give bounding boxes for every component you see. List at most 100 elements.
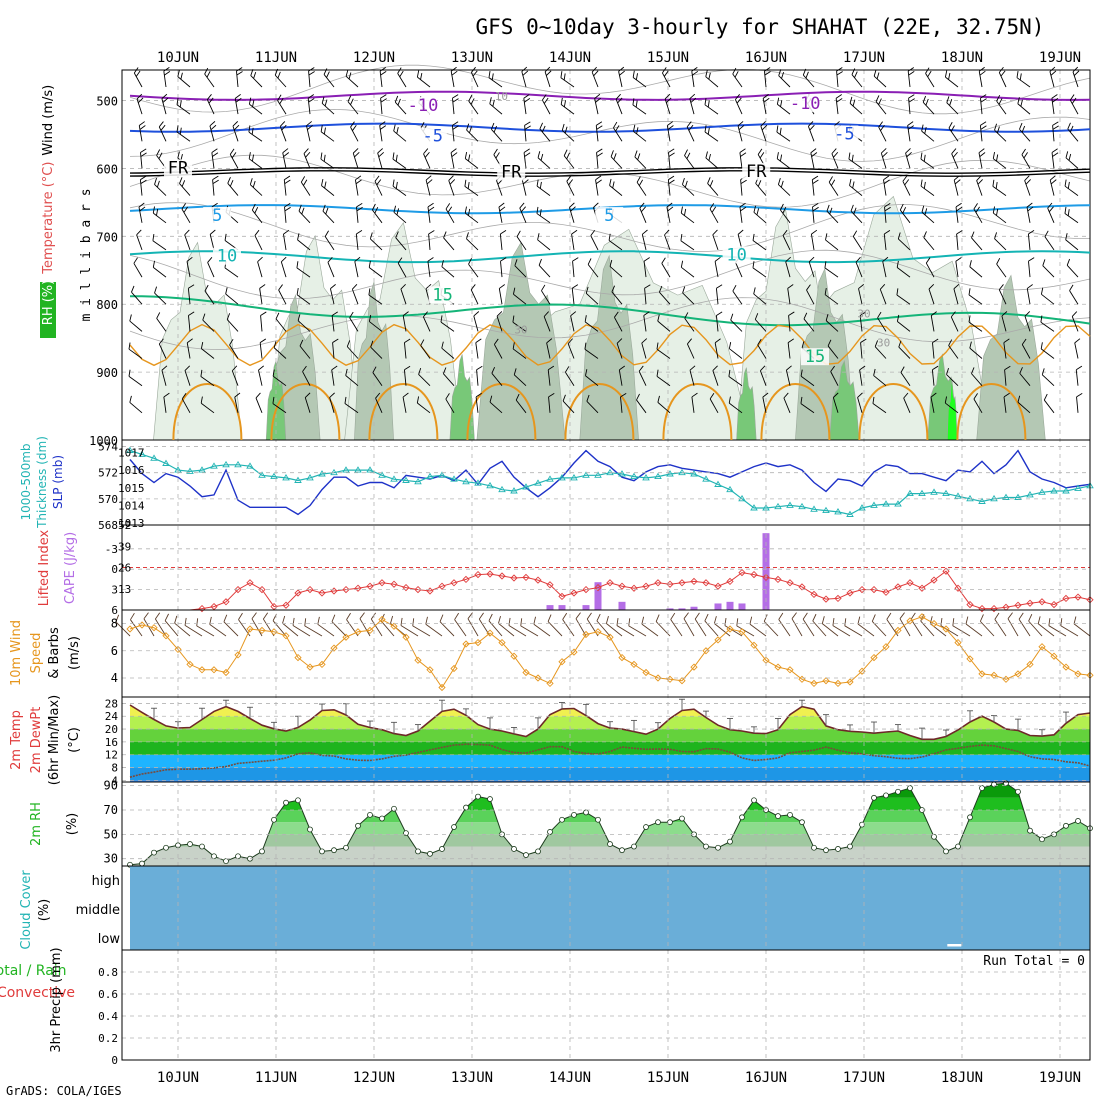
rh-point xyxy=(871,794,877,801)
wind10m-barb xyxy=(694,612,707,637)
wind-barb xyxy=(464,179,479,196)
lifted-index-point xyxy=(414,585,422,594)
thickness-point xyxy=(954,492,962,499)
lifted-index-point xyxy=(330,587,338,595)
lifted-index-point xyxy=(486,570,494,578)
wind10m-point xyxy=(414,656,422,664)
wind10m-point xyxy=(198,666,206,674)
wind-barb xyxy=(973,393,983,414)
tick-label-mb: 700 xyxy=(96,230,118,244)
wind-barb xyxy=(254,229,263,251)
wind-barb xyxy=(560,97,575,115)
wind-barb xyxy=(1067,122,1079,142)
wind-barb xyxy=(136,93,144,115)
wind-barb xyxy=(445,203,455,224)
wind-barb xyxy=(539,122,551,142)
wind10m-point xyxy=(846,678,854,686)
wind-barb xyxy=(800,369,815,387)
rh-point xyxy=(631,843,637,850)
thickness-point xyxy=(222,460,230,468)
wind10m-point xyxy=(606,633,614,641)
wind-barb xyxy=(158,121,167,142)
wind10m-barb xyxy=(812,613,827,637)
rh-point xyxy=(151,849,157,856)
lifted-index-point xyxy=(786,579,794,587)
wind-barb xyxy=(451,121,459,142)
wind-barb xyxy=(1026,284,1033,305)
lifted-index-point xyxy=(630,584,638,592)
wind-barb xyxy=(282,148,290,169)
wind-barb xyxy=(859,311,867,332)
wind10m-point xyxy=(222,668,230,677)
thickness-point xyxy=(1014,493,1022,500)
lifted-index-point xyxy=(774,575,782,584)
contour-label: FR xyxy=(501,163,522,183)
rh-point xyxy=(379,815,385,822)
tick-label-slp: 1017 xyxy=(118,446,145,459)
wind-barb xyxy=(656,342,671,359)
wind-barb xyxy=(546,338,553,359)
wind-barb xyxy=(948,339,959,359)
rh-point xyxy=(535,848,541,855)
wind-barb xyxy=(277,94,287,115)
precip-convective-label: Convective xyxy=(0,985,75,1001)
wind10m-barb xyxy=(467,612,479,637)
wind10m-barb xyxy=(184,617,203,637)
wind10m-point xyxy=(906,617,914,625)
lifted-index-point xyxy=(474,570,482,579)
day-label-top: 10JUN xyxy=(157,50,199,66)
rh-point xyxy=(955,843,961,850)
wind-barb xyxy=(855,256,863,278)
thickness-point xyxy=(714,480,722,487)
wind10m-barb xyxy=(683,612,695,637)
upper-axis-label-part: Temperature (°C) xyxy=(41,162,56,275)
wind-barb xyxy=(249,178,263,196)
wind-barb xyxy=(427,202,435,223)
wind-barb xyxy=(283,175,291,196)
wind10m-barb xyxy=(304,618,323,637)
wind10m-point xyxy=(918,613,926,621)
thickness-point xyxy=(462,477,470,485)
wind-barb xyxy=(850,204,863,224)
wind10m-barb xyxy=(994,612,1007,637)
rh-axis-label: 2m RH xyxy=(29,802,44,846)
data-marks xyxy=(115,64,1094,950)
cape-bar xyxy=(762,533,770,610)
wind-barb xyxy=(632,70,647,88)
wind-barb xyxy=(921,205,935,224)
wind-barb xyxy=(1024,175,1031,196)
wind-barb xyxy=(586,394,599,414)
wind-barb xyxy=(807,121,815,142)
wind-barb xyxy=(971,231,983,251)
contour-label: -5 xyxy=(423,127,443,147)
thickness-point xyxy=(366,466,374,473)
wind-barb xyxy=(705,151,719,169)
wind-barb xyxy=(392,179,407,196)
wind-barb xyxy=(925,67,935,88)
wind-barb xyxy=(227,176,239,196)
thickness-point xyxy=(438,471,446,478)
wind-barb xyxy=(666,121,674,142)
wind-barb xyxy=(379,121,387,142)
wind10m-point xyxy=(630,660,638,669)
wind10m-axis-label: 10m Wind xyxy=(9,620,24,686)
wind-barb xyxy=(704,125,719,142)
wind-barb xyxy=(739,148,747,169)
rh-point xyxy=(1027,827,1033,834)
thickness-point xyxy=(918,489,926,497)
wind-barb xyxy=(883,229,891,250)
wind-barb xyxy=(229,338,239,359)
tick-label-mb: 500 xyxy=(96,95,118,109)
contour-label: 15 xyxy=(805,347,825,367)
thickness-point xyxy=(942,489,950,497)
lifted-index-point xyxy=(522,573,530,582)
wind10m-barb xyxy=(641,616,659,637)
wind-barb xyxy=(427,257,434,278)
wind-barb xyxy=(404,338,411,359)
wind-barb xyxy=(322,204,335,224)
day-label-top: 13JUN xyxy=(451,50,493,66)
wind-barb xyxy=(225,287,239,305)
wind-barb xyxy=(968,315,983,332)
wind-barb xyxy=(849,178,863,196)
isotherm-line xyxy=(129,122,1091,133)
